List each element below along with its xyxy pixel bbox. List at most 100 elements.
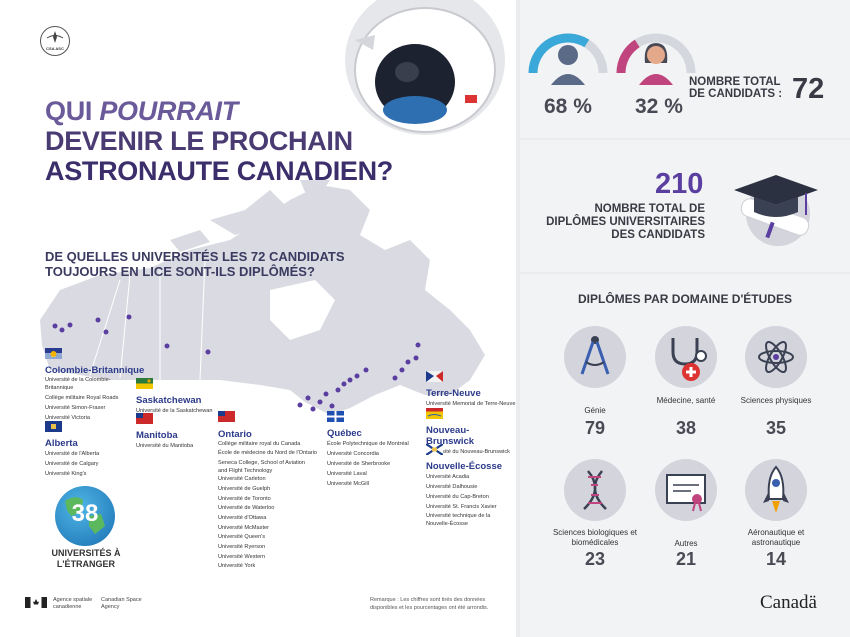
field-label: Sciences physiques: [740, 396, 812, 405]
field-value: 35: [765, 418, 787, 438]
university-item: Université Queen's: [218, 534, 266, 541]
university-item: Université du Nouveau-Brunswick: [426, 449, 510, 455]
agency-name-en: Canadian Space Agency: [101, 597, 142, 610]
left-panel: CSA ASC QUI POURRAIT DEVENIR LE PROCHAIN…: [25, 0, 516, 611]
title-line-1: QUI POURRAIT: [45, 96, 393, 126]
rocket-icon: [745, 459, 807, 521]
gender-card: [520, 0, 850, 138]
title-line-3: ASTRONAUTE CANADIEN?: [45, 156, 393, 186]
canada-flag-icon: [25, 597, 47, 608]
dna-icon: [564, 459, 626, 521]
university-item: Université technique de la Nouvelle-Écos…: [426, 513, 491, 527]
bc-flag-icon: [45, 348, 62, 359]
female-gauge: [616, 33, 696, 85]
university-item: Université Ryerson: [218, 544, 266, 551]
agency-footer: Agence spatiale canadienne Canadian Spac…: [25, 597, 143, 611]
field-value: 23: [584, 549, 606, 569]
atom-icon: [745, 326, 807, 388]
saskatchewan-flag-icon: [136, 378, 153, 389]
csa-logo-text: CSA ASC: [46, 46, 64, 51]
stethoscope-icon: [655, 326, 717, 388]
newfoundland-flag-icon: [426, 371, 443, 382]
university-item: Université Simon-Fraser: [45, 405, 106, 411]
university-item: Université Western: [218, 553, 266, 560]
university-item: Université York: [218, 563, 256, 570]
field-value: 79: [584, 418, 606, 438]
csa-logo: CSA ASC: [40, 26, 70, 56]
page-title: QUI POURRAIT DEVENIR LE PROCHAIN ASTRONA…: [45, 96, 393, 186]
province-quebec: Québec École Polytechnique de Montréal U…: [327, 411, 409, 489]
graduation-cap-icon: [734, 175, 818, 246]
province-name-nb: Nouveau-Brunswick: [426, 425, 475, 447]
university-item: Université de Guelph: [218, 485, 271, 492]
female-percent: 32 %: [635, 95, 683, 118]
university-item: Collège militaire Royal Roads: [45, 395, 119, 401]
total-candidates-label-text: NOMBRE TOTAL DE CANDIDATS :: [689, 76, 783, 100]
field-value: 38: [675, 418, 697, 438]
university-item: Université St. Francis Xavier: [426, 504, 497, 510]
university-item: Université Victoria: [45, 415, 90, 421]
ontario-flag-icon: [218, 411, 235, 422]
male-icon: [558, 45, 578, 65]
province-name-ontario: Ontario: [218, 428, 252, 440]
university-item: Université de Sherbrooke: [327, 461, 391, 467]
province-name-bc: Colombie-Britannique: [45, 365, 145, 376]
title-line-2: DEVENIR LE PROCHAIN: [45, 126, 353, 156]
field-label: Sciences biologiques et biomédicales: [552, 528, 638, 547]
foreign-universities-count: 38: [71, 500, 99, 527]
university-item: Université de Toronto: [218, 495, 271, 502]
title-line-1-b: POURRAIT: [99, 96, 238, 126]
globe-icon: [55, 486, 115, 546]
manitoba-flag-icon: [136, 413, 153, 424]
field-label: Génie: [584, 406, 606, 415]
new-brunswick-flag-icon: [426, 408, 443, 419]
province-manitoba: Manitoba Université du Manitoba: [136, 413, 193, 451]
title-line-1-a: QUI: [45, 96, 100, 126]
university-item: Université de la Saskatchewan: [136, 408, 213, 414]
agency-name-fr: Agence spatiale canadienne: [53, 597, 93, 610]
fields-title: DIPLÔMES PAR DOMAINE D'ÉTUDES: [578, 292, 792, 306]
astronaut-helmet-illustration: [345, 0, 505, 135]
province-saskatchewan: Saskatchewan Université de la Saskatchew…: [136, 378, 213, 416]
university-item: Université Dalhousie: [426, 484, 478, 490]
province-nl: Terre-Neuve Université Memorial de Terre…: [426, 371, 515, 409]
province-name-saskatchewan: Saskatchewan: [136, 395, 202, 406]
university-item: Université Laval: [327, 471, 367, 477]
university-item: École Polytechnique de Montréal: [327, 441, 409, 447]
province-name-quebec: Québec: [327, 428, 362, 439]
alberta-flag-icon: [45, 421, 62, 432]
question-heading: DE QUELLES UNIVERSITÉS LES 72 CANDIDATS …: [45, 249, 345, 279]
university-item: École de médecine du Nord de l'Ontario: [218, 450, 318, 457]
university-item: Université Concordia: [327, 451, 379, 457]
university-item: Université du Manitoba: [136, 443, 194, 449]
compass-icon: [564, 326, 626, 388]
total-candidates-label: NOMBRE TOTAL DE CANDIDATS :: [689, 76, 789, 100]
university-item: Université King's: [45, 471, 87, 477]
canada-map: [40, 180, 485, 415]
province-ns: Nouvelle-Écosse Université Acadia Univer…: [425, 443, 503, 528]
university-item: Université Carleton: [218, 476, 266, 483]
university-item: Université du Cap-Breton: [426, 494, 489, 500]
province-nb: Nouveau-Brunswick Université du Nouveau-…: [426, 408, 516, 457]
university-item: Université de Waterloo: [218, 505, 275, 512]
university-item: Université McMaster: [218, 524, 269, 531]
province-bc: Colombie-Britannique Université de la Co…: [45, 348, 144, 423]
university-item: Collège militaire royal du Canada: [218, 440, 301, 447]
field-label: Médecine, santé: [656, 396, 716, 405]
province-name-manitoba: Manitoba: [136, 430, 178, 441]
male-percent: 68 %: [544, 95, 592, 118]
university-item: Université de l'Alberta: [45, 451, 100, 457]
total-candidates-value: 72: [792, 73, 825, 105]
field-label: Aéronautique et astronautique: [747, 528, 805, 547]
university-item: Université de la Colombie-Britannique: [45, 377, 111, 391]
province-name-alberta: Alberta: [45, 438, 78, 449]
field-label: Autres: [674, 539, 698, 548]
university-item: Seneca College, School of Aviation and F…: [218, 460, 305, 475]
canada-wordmark: Canadä: [760, 592, 817, 613]
nova-scotia-flag-icon: [425, 443, 444, 456]
university-item: Université d'Ottawa: [218, 514, 267, 521]
province-alberta: Alberta Université de l'Alberta Universi…: [45, 421, 99, 479]
province-name-ns: Nouvelle-Écosse: [426, 461, 503, 472]
quebec-flag-icon: [327, 411, 344, 422]
university-item: Université McGill: [327, 481, 369, 487]
